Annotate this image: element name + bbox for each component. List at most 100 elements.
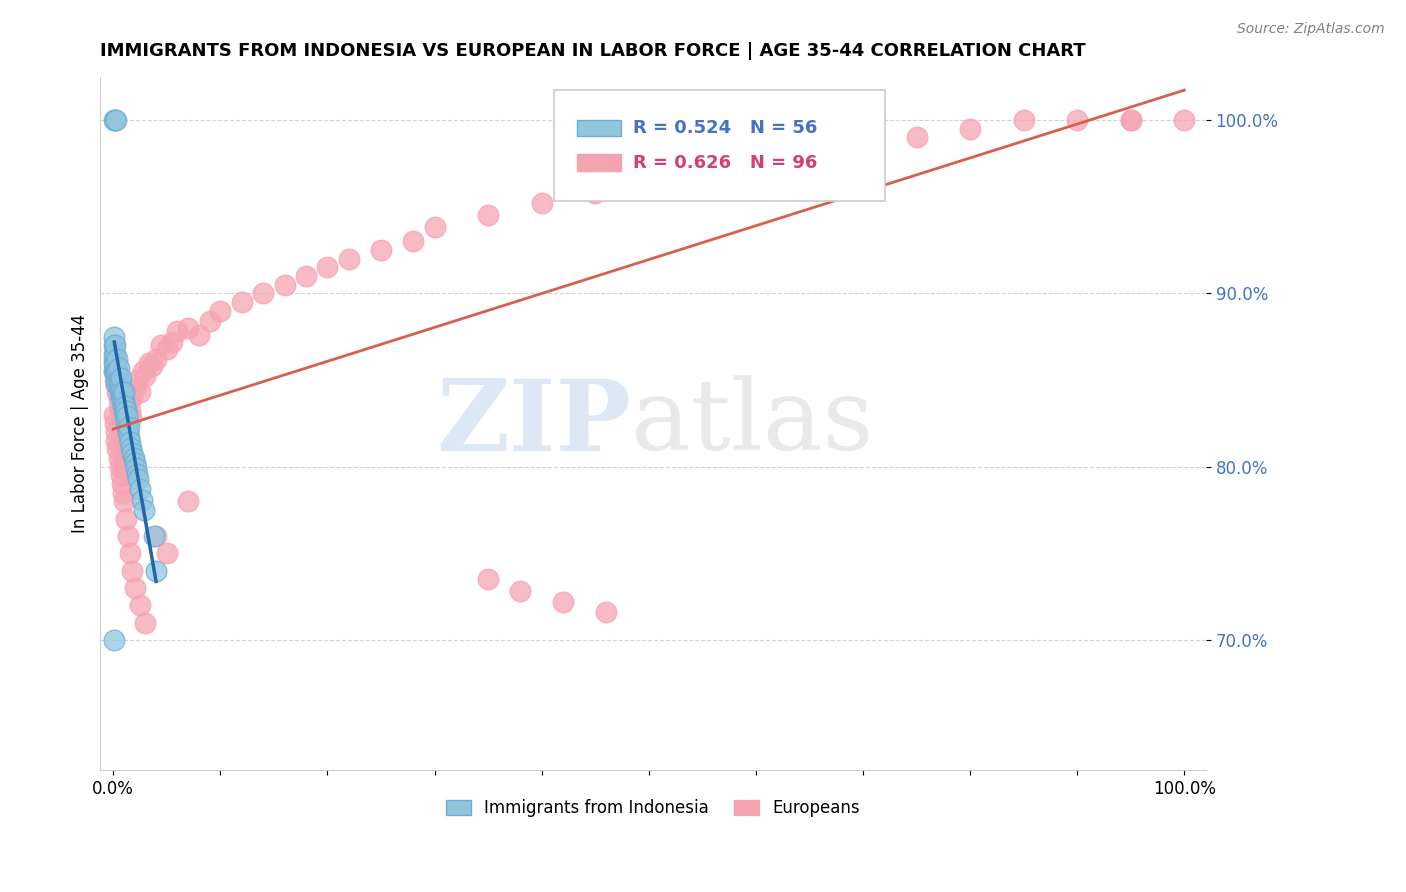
Point	[177, 494, 200, 508]
Point	[120, 404, 142, 418]
Point	[124, 581, 146, 595]
Point	[114, 452, 136, 467]
Point	[115, 409, 138, 424]
Point	[103, 356, 125, 370]
Point	[124, 456, 146, 470]
Point	[145, 564, 167, 578]
Point	[134, 615, 156, 630]
Point	[134, 369, 156, 384]
Point	[1173, 112, 1195, 127]
Point	[103, 329, 125, 343]
Point	[114, 409, 136, 424]
Point	[115, 511, 138, 525]
Point	[1119, 112, 1142, 127]
Point	[111, 399, 134, 413]
Point	[107, 442, 129, 457]
Point	[114, 399, 136, 413]
Point	[105, 378, 128, 392]
Point	[115, 450, 138, 465]
Point	[107, 352, 129, 367]
Point	[115, 419, 138, 434]
Point	[104, 349, 127, 363]
Point	[115, 397, 138, 411]
Text: R = 0.626   N = 96: R = 0.626 N = 96	[633, 153, 817, 171]
Point	[129, 482, 152, 496]
Text: IMMIGRANTS FROM INDONESIA VS EUROPEAN IN LABOR FORCE | AGE 35-44 CORRELATION CHA: IMMIGRANTS FROM INDONESIA VS EUROPEAN IN…	[100, 42, 1085, 60]
Point	[108, 390, 131, 404]
Point	[121, 446, 143, 460]
Point	[105, 366, 128, 380]
Point	[108, 459, 131, 474]
Point	[745, 156, 768, 170]
Point	[105, 368, 128, 382]
Point	[110, 468, 132, 483]
Point	[129, 599, 152, 613]
Point	[166, 325, 188, 339]
Point	[509, 584, 531, 599]
Point	[595, 605, 617, 619]
Point	[110, 382, 132, 396]
Point	[295, 268, 318, 283]
Point	[138, 356, 160, 370]
Text: Source: ZipAtlas.com: Source: ZipAtlas.com	[1237, 22, 1385, 37]
Point	[134, 503, 156, 517]
Point	[124, 382, 146, 396]
Point	[110, 390, 132, 404]
Point	[117, 425, 139, 439]
Point	[120, 435, 142, 450]
Point	[111, 393, 134, 408]
Point	[115, 415, 138, 429]
Point	[104, 112, 127, 127]
Point	[103, 408, 125, 422]
Point	[118, 430, 141, 444]
Text: atlas: atlas	[631, 376, 873, 471]
Point	[112, 395, 135, 409]
Point	[142, 529, 165, 543]
Point	[111, 432, 134, 446]
Point	[852, 139, 875, 153]
Text: R = 0.524   N = 56: R = 0.524 N = 56	[633, 119, 817, 136]
Point	[111, 388, 134, 402]
Y-axis label: In Labor Force | Age 35-44: In Labor Force | Age 35-44	[72, 314, 89, 533]
Point	[423, 220, 446, 235]
Point	[104, 373, 127, 387]
Point	[111, 419, 134, 434]
Point	[104, 360, 127, 375]
Point	[231, 295, 253, 310]
Point	[111, 421, 134, 435]
Point	[141, 359, 163, 373]
Point	[105, 364, 128, 378]
Point	[103, 364, 125, 378]
Point	[273, 277, 295, 292]
Point	[156, 546, 179, 560]
Point	[107, 450, 129, 465]
Point	[103, 632, 125, 647]
Point	[107, 385, 129, 400]
Point	[111, 477, 134, 491]
Point	[107, 373, 129, 387]
Point	[129, 385, 152, 400]
Point	[187, 327, 209, 342]
Point	[530, 196, 553, 211]
Point	[104, 347, 127, 361]
Point	[115, 463, 138, 477]
Point	[104, 338, 127, 352]
Point	[114, 441, 136, 455]
Point	[107, 382, 129, 396]
Point	[177, 321, 200, 335]
Point	[104, 356, 127, 370]
Point	[1066, 112, 1088, 127]
Point	[145, 352, 167, 367]
Point	[118, 393, 141, 408]
Point	[1119, 112, 1142, 127]
Point	[107, 360, 129, 375]
Point	[115, 404, 138, 418]
Point	[112, 442, 135, 457]
Legend: Immigrants from Indonesia, Europeans: Immigrants from Indonesia, Europeans	[440, 793, 866, 824]
Point	[637, 173, 659, 187]
Point	[112, 430, 135, 444]
Point	[112, 385, 135, 400]
Point	[105, 112, 128, 127]
Point	[583, 186, 606, 200]
Point	[477, 572, 499, 586]
